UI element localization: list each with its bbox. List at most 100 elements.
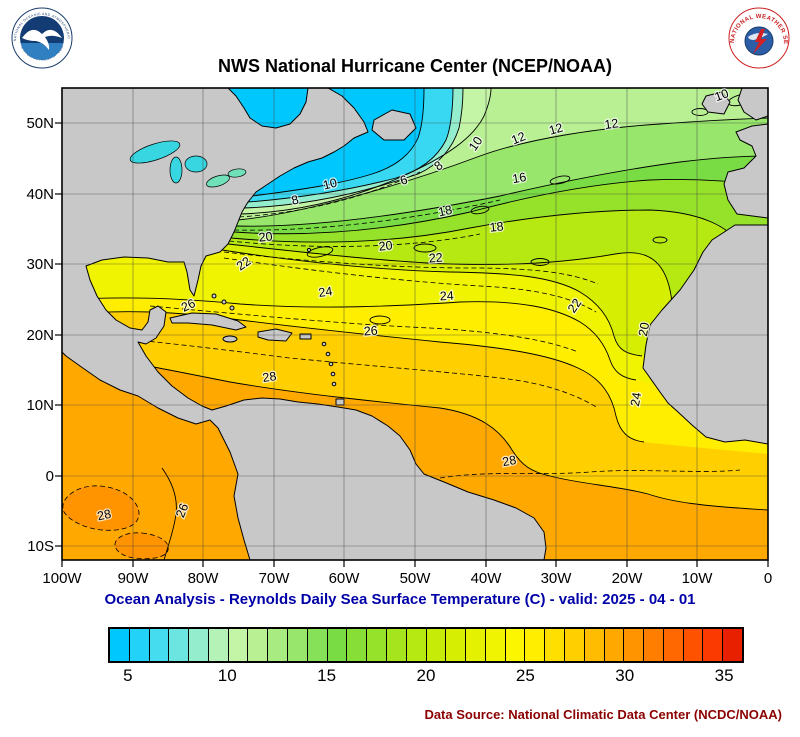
landmasses [62, 88, 768, 560]
island-bahamas [221, 299, 227, 305]
colorbar-cell [624, 629, 645, 661]
island-antilles [331, 381, 337, 387]
colorbar-cell [288, 629, 308, 661]
contour-lines-dashed [62, 171, 741, 479]
colorbar-tick-labels: 5 10 15 20 25 30 35 [108, 666, 744, 688]
lon-label: 40W [471, 570, 503, 587]
colorbar-cell [466, 629, 486, 661]
colorbar-tick-label: 5 [123, 666, 133, 685]
map-caption: Ocean Analysis - Reynolds Daily Sea Surf… [104, 591, 696, 608]
contour-label: 24 [439, 289, 454, 304]
data-source-text: Data Source: National Climatic Data Cent… [424, 707, 782, 722]
colorbar-cell [545, 629, 565, 661]
nws-logo: NATIONAL WEATHER SERVICE [728, 7, 790, 69]
contour-label: 24 [628, 391, 644, 407]
sst-map: 50N 40N 30N 20N 10N 0 10S 100W 90W 80W 70W 60W 50W 4… [26, 85, 772, 587]
colorbar-cell [307, 629, 328, 661]
contour-label: 28 [262, 369, 278, 385]
lon-label: 80W [188, 570, 220, 587]
grid-lines [62, 88, 768, 560]
contour-label: 20 [258, 229, 273, 244]
colorbar-tick-label: 15 [317, 666, 337, 685]
island-trinidad [335, 398, 345, 406]
contour-label: 10 [713, 86, 731, 104]
island-bahamas [229, 305, 235, 311]
contour-label: 26 [173, 501, 191, 519]
colorbar-cell [584, 629, 605, 661]
contour-label: 18 [489, 219, 504, 234]
island-jamaica [222, 335, 238, 343]
colorbar-cell [446, 629, 467, 661]
colorbar-tick-label: 10 [217, 666, 237, 685]
colorbar-cell [426, 629, 447, 661]
colorbar-cell [110, 629, 130, 661]
landmass-britain [737, 88, 768, 121]
contour-label: 12 [509, 129, 527, 147]
island-bahamas [211, 293, 217, 299]
noaa-emblem-sea [20, 43, 64, 60]
axis-ticks [55, 122, 769, 567]
lon-label: 100W [42, 570, 82, 587]
colorbar-cell [347, 629, 368, 661]
great-lakes [129, 140, 247, 188]
island-bermuda [306, 247, 312, 253]
colorbar-cell [505, 629, 526, 661]
lon-label: 90W [118, 570, 150, 587]
colorbar-tick-label: 30 [615, 666, 635, 685]
landmass-europe [723, 123, 768, 219]
noaa-logo: NATIONAL OCEANIC AND ATMOSPHERIC ADMINIS… [11, 7, 73, 69]
colorbar-cell [644, 629, 664, 661]
colorbar-cell [386, 629, 407, 661]
landmass-africa [642, 224, 768, 445]
contour-label: 24 [318, 284, 334, 300]
colorbar-cell [683, 629, 704, 661]
colorbar-cell [723, 629, 742, 661]
colorbar-cell [604, 629, 625, 661]
nws-lightning-icon [753, 29, 767, 54]
landmass-ireland [701, 91, 731, 115]
colorbar-cell [485, 629, 506, 661]
colorbar-cell [703, 629, 724, 661]
lon-label: 50W [400, 570, 432, 587]
contour-label: 12 [547, 120, 564, 137]
lat-label: 10N [26, 397, 54, 414]
lon-label: 0 [764, 570, 772, 587]
lat-label: 40N [26, 186, 54, 203]
lat-label: 30N [26, 256, 54, 273]
lat-label: 20N [26, 327, 54, 344]
contour-label: 22 [428, 251, 443, 266]
colorbar-cell [228, 629, 249, 661]
noaa-gull-icon [22, 29, 62, 50]
colorbar-tick-label: 25 [515, 666, 535, 685]
lat-label: 50N [26, 115, 54, 132]
lon-label: 10W [682, 570, 714, 587]
colorbar-cell [208, 629, 229, 661]
island-antilles [328, 361, 334, 367]
contour-label: 12 [604, 116, 620, 132]
colorbar-cell [268, 629, 289, 661]
colorbar-cell [169, 629, 190, 661]
island-puerto-rico [299, 333, 312, 340]
contour-label: 20 [378, 238, 393, 253]
contour-label: 28 [96, 507, 113, 524]
colorbar-tick-label: 35 [714, 666, 734, 685]
longitude-axis-labels: 100W 90W 80W 70W 60W 50W 40W 30W 20W 10W 0 [42, 570, 772, 587]
colorbar-cell [189, 629, 209, 661]
lon-label: 60W [329, 570, 361, 587]
colorbar-cell [663, 629, 684, 661]
contour-label: 28 [501, 453, 517, 469]
colorbar-cell [248, 629, 269, 661]
colorbar-cell [406, 629, 427, 661]
island-antilles [321, 341, 327, 347]
contour-label: 20 [636, 321, 652, 337]
colorbar-cell [525, 629, 546, 661]
page-title: NWS National Hurricane Center (NCEP/NOAA… [217, 56, 613, 76]
contour-label: 16 [511, 170, 527, 186]
contour-label: 10 [322, 176, 339, 193]
latitude-axis-labels: 50N 40N 30N 20N 10N 0 10S [26, 115, 54, 555]
colorbar-cell [129, 629, 150, 661]
lon-label: 20W [612, 570, 644, 587]
colorbar-cell [327, 629, 348, 661]
